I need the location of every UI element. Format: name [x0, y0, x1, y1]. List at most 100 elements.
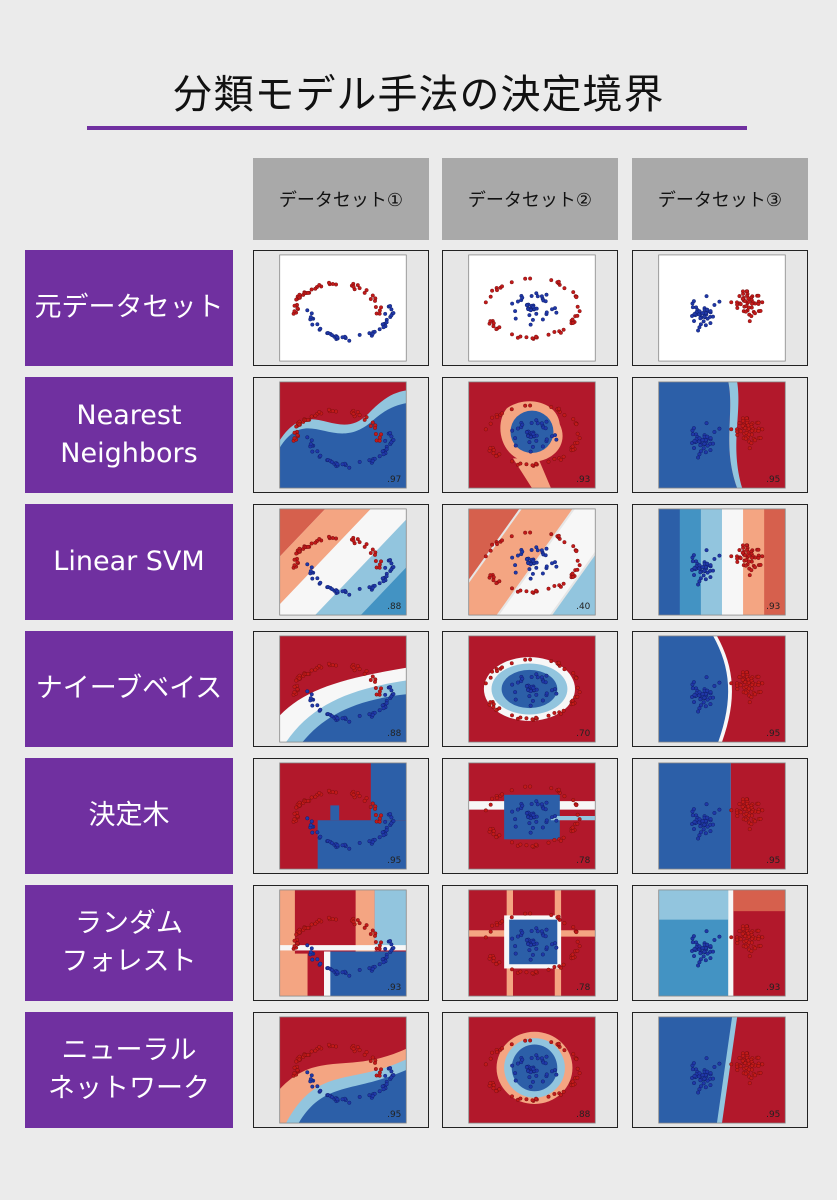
- data-point-class-blue: [544, 1054, 549, 1059]
- data-point-class-red: [297, 803, 302, 808]
- data-point-class-blue: [704, 929, 709, 934]
- data-point-class-blue: [388, 431, 393, 436]
- data-point-class-blue: [705, 434, 710, 439]
- decision-boundary-plot: .78: [443, 886, 617, 1000]
- decision-boundary-plot: .88: [254, 632, 428, 746]
- row-label-decision-tree: 決定木: [25, 758, 233, 874]
- data-point-class-red: [575, 1066, 580, 1071]
- data-point-class-blue: [540, 317, 545, 322]
- data-point-class-red: [758, 562, 763, 567]
- data-point-class-blue: [543, 680, 548, 685]
- data-point-class-blue: [335, 589, 340, 594]
- data-point-class-red: [738, 1064, 743, 1069]
- decision-boundary-plot: .88: [443, 1013, 617, 1127]
- data-point-class-blue: [510, 555, 515, 560]
- data-point-class-red: [483, 300, 488, 305]
- data-point-class-red: [317, 410, 322, 414]
- data-point-class-blue: [717, 299, 722, 304]
- data-point-class-red: [523, 784, 528, 789]
- data-point-class-blue: [701, 1081, 706, 1086]
- data-point-class-red: [500, 538, 505, 543]
- data-point-class-blue: [529, 802, 534, 806]
- data-point-class-blue: [308, 315, 313, 320]
- data-point-class-red: [749, 568, 754, 573]
- data-point-class-blue: [308, 1077, 313, 1082]
- data-point-class-red: [509, 534, 514, 539]
- decision-boundary-plot: [254, 251, 428, 365]
- plot-original-dataset-3: [632, 250, 808, 366]
- data-point-class-red: [752, 565, 757, 570]
- column-header-dataset-2: データセット②: [442, 158, 618, 240]
- data-point-class-red: [351, 538, 356, 543]
- data-point-class-blue: [515, 426, 520, 431]
- data-point-class-red: [292, 944, 297, 949]
- data-point-class-red: [577, 817, 582, 822]
- data-point-class-red: [756, 936, 761, 941]
- data-point-class-blue: [530, 1079, 535, 1084]
- data-point-class-red: [368, 1059, 373, 1064]
- data-point-class-blue: [701, 446, 706, 451]
- data-point-class-red: [556, 406, 561, 411]
- data-point-class-blue: [370, 585, 375, 590]
- data-point-class-blue: [554, 1072, 559, 1077]
- data-point-class-red: [518, 1096, 523, 1101]
- data-point-class-blue: [529, 929, 534, 933]
- data-point-class-red: [370, 420, 375, 425]
- data-point-class-blue: [391, 692, 396, 697]
- data-point-class-blue: [510, 682, 515, 687]
- data-point-class-blue: [690, 432, 695, 437]
- data-point-class-blue: [544, 818, 549, 823]
- data-point-class-red: [488, 802, 493, 807]
- data-point-class-blue: [692, 1081, 696, 1086]
- column-header-dataset-1: データセット①: [253, 158, 429, 240]
- data-point-class-blue: [535, 294, 540, 299]
- data-point-class-red: [752, 819, 757, 824]
- data-point-class-red: [729, 554, 734, 559]
- data-point-class-red: [746, 931, 751, 936]
- data-point-class-blue: [705, 316, 710, 321]
- data-point-class-red: [491, 832, 496, 837]
- data-point-class-blue: [381, 325, 386, 330]
- data-point-class-blue: [540, 825, 545, 830]
- plot-linear-svm-dataset-1: .88: [253, 504, 429, 620]
- data-point-class-blue: [335, 716, 340, 721]
- data-point-class-blue: [524, 938, 529, 943]
- data-point-class-blue: [391, 1073, 396, 1078]
- data-point-class-red: [510, 967, 514, 972]
- data-point-class-red: [752, 692, 757, 697]
- data-point-class-blue: [367, 839, 372, 844]
- data-point-class-red: [373, 940, 378, 945]
- data-point-class-red: [758, 1070, 763, 1075]
- data-point-class-blue: [717, 1061, 722, 1066]
- data-point-class-red: [317, 537, 322, 541]
- data-point-class-blue: [696, 836, 701, 841]
- data-point-class-blue: [534, 565, 539, 570]
- data-point-class-blue: [692, 827, 696, 832]
- data-point-class-blue: [513, 1071, 518, 1076]
- data-point-class-red: [528, 1038, 533, 1043]
- data-point-class-blue: [535, 675, 540, 680]
- data-point-class-red: [558, 838, 563, 843]
- data-point-class-blue: [698, 570, 703, 575]
- data-point-class-red: [556, 1041, 561, 1046]
- data-point-class-blue: [708, 448, 713, 453]
- data-point-class-blue: [692, 446, 696, 451]
- data-point-class-red: [747, 827, 752, 832]
- data-point-class-red: [577, 1071, 582, 1076]
- data-point-class-red: [500, 411, 505, 416]
- data-point-class-red: [488, 294, 493, 299]
- data-point-class-red: [355, 283, 360, 288]
- data-point-class-blue: [384, 701, 389, 706]
- data-point-class-blue: [383, 1073, 388, 1078]
- data-point-class-blue: [705, 824, 710, 829]
- data-point-class-blue: [712, 683, 717, 688]
- data-point-class-blue: [528, 689, 533, 694]
- data-point-class-red: [749, 1076, 754, 1081]
- plot-area: .88: [279, 508, 407, 616]
- row-label-random-forest: ランダム フォレスト: [25, 885, 233, 1001]
- data-point-class-red: [494, 962, 499, 967]
- data-point-class-red: [494, 327, 499, 332]
- data-point-class-blue: [697, 960, 702, 965]
- data-point-class-blue: [691, 680, 696, 685]
- data-point-class-blue: [705, 1078, 710, 1083]
